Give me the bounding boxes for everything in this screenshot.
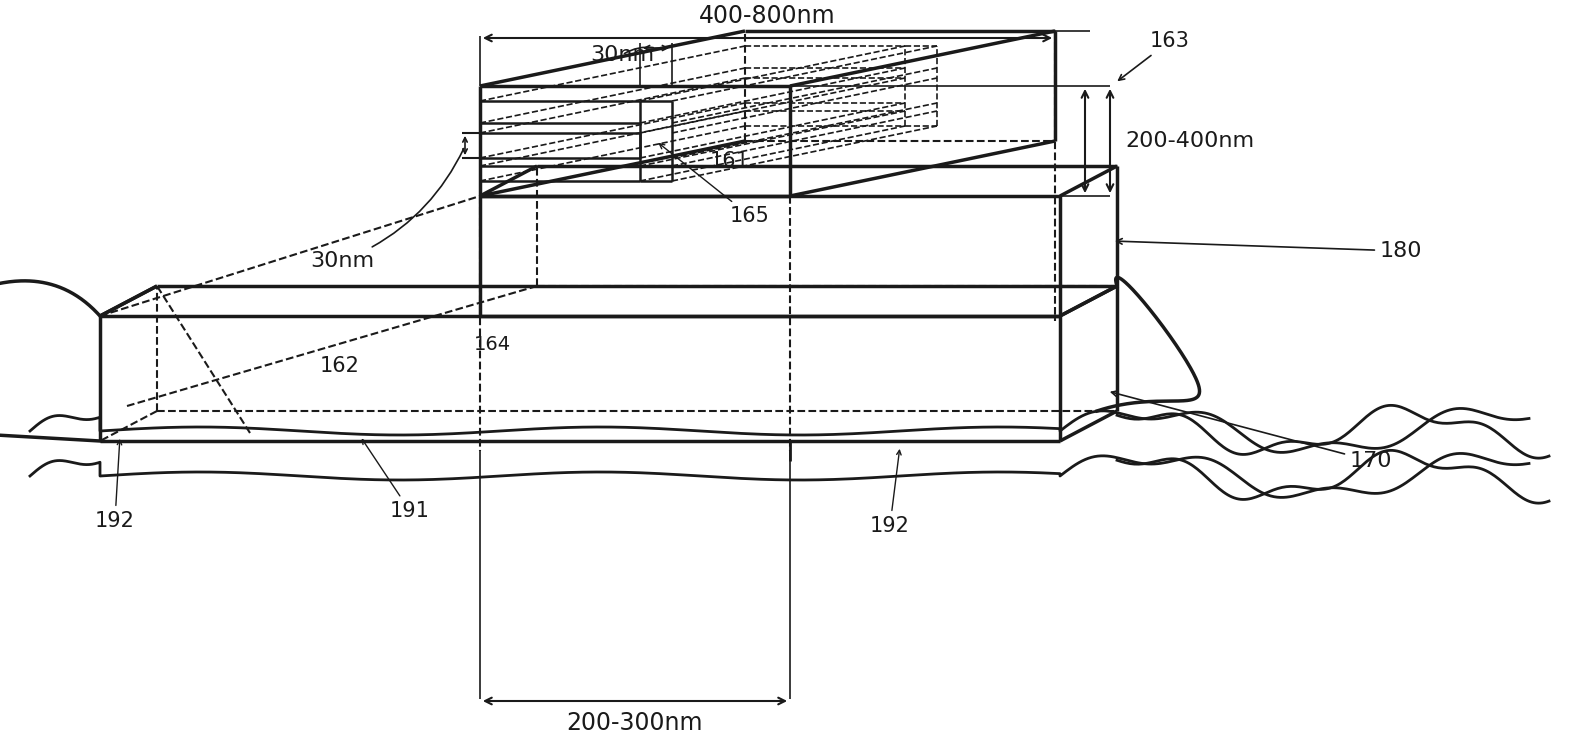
Text: 180: 180 [1116, 239, 1423, 261]
Text: 200-400nm: 200-400nm [1124, 131, 1254, 151]
Text: 165: 165 [660, 143, 771, 226]
Text: 191: 191 [363, 439, 429, 521]
Text: 162: 162 [321, 356, 360, 376]
Text: 161: 161 [711, 151, 750, 171]
Text: 192: 192 [870, 451, 910, 536]
Text: 30nm: 30nm [309, 149, 464, 271]
Text: 200-300nm: 200-300nm [567, 711, 703, 735]
Text: 192: 192 [95, 440, 134, 531]
Text: 400-800nm: 400-800nm [698, 4, 835, 28]
Text: 170: 170 [1112, 391, 1393, 471]
Text: 164: 164 [474, 334, 510, 354]
Text: 163: 163 [1118, 31, 1191, 80]
Text: 30nm: 30nm [591, 45, 654, 65]
